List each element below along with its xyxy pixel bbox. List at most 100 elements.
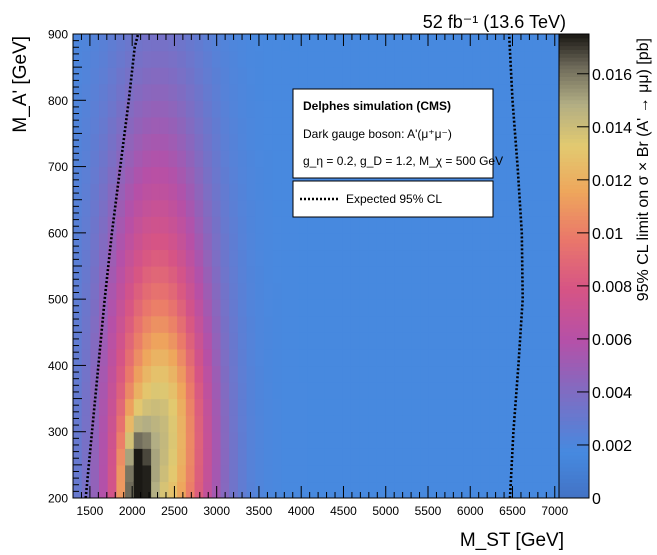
heatmap-cell [263, 481, 274, 498]
heatmap-cell [298, 216, 308, 234]
heatmap-cell [125, 282, 135, 300]
heatmap-cell [498, 216, 508, 234]
heatmap-cell [506, 133, 517, 151]
legend-header-box [292, 88, 494, 179]
heatmap-cell [194, 166, 204, 184]
heatmap-cell [177, 50, 187, 68]
heatmap-cell [73, 266, 83, 284]
heatmap-cell [142, 464, 152, 483]
heatmap-cell [324, 315, 334, 333]
heatmap-cell [81, 332, 91, 350]
heatmap-cell [263, 332, 274, 350]
heatmap-cell [116, 431, 126, 449]
heatmap-cell [220, 199, 230, 217]
colorbar-tick-label: 0.014 [592, 120, 632, 137]
heatmap-cell [107, 282, 117, 300]
heatmap-cell [428, 332, 439, 350]
heatmap-cell [342, 382, 352, 400]
heatmap-cell [289, 398, 300, 416]
heatmap-cell [316, 431, 326, 449]
heatmap-cell [255, 398, 265, 416]
heatmap-cell [272, 315, 282, 333]
heatmap-cell [168, 183, 178, 201]
heatmap-cell [99, 266, 109, 284]
heatmap-cell [506, 431, 517, 449]
y-tick-label: 300 [48, 425, 68, 439]
colorbar-segment [559, 219, 589, 224]
heatmap-cell [246, 299, 256, 317]
heatmap-cell [437, 50, 447, 68]
heatmap-cell [333, 282, 343, 300]
heatmap-cell [133, 100, 144, 118]
heatmap-cell [350, 481, 360, 498]
heatmap-cell [281, 398, 291, 416]
heatmap-cell [107, 365, 117, 383]
heatmap-cell [368, 431, 378, 449]
heatmap-cell [489, 216, 499, 234]
heatmap-cell [151, 150, 161, 168]
heatmap-cell [376, 249, 387, 267]
heatmap-cell [454, 348, 465, 367]
heatmap-cell [550, 133, 559, 151]
colorbar-segment [559, 223, 589, 228]
heatmap-cell [402, 481, 413, 498]
heatmap-cell [116, 299, 126, 317]
heatmap-cell [81, 100, 91, 118]
heatmap-cell [350, 464, 360, 483]
heatmap-cell [316, 315, 326, 333]
colorbar-segment [559, 308, 589, 313]
heatmap-cell [177, 348, 187, 367]
heatmap-cell [515, 232, 525, 251]
heatmap-cell [454, 34, 465, 52]
heatmap-cell [376, 282, 387, 300]
heatmap-cell [220, 398, 230, 416]
heatmap-cell [324, 266, 334, 284]
heatmap-cell [289, 448, 300, 466]
heatmap-cell [515, 431, 525, 449]
heatmap-cell [532, 266, 543, 284]
heatmap-cell [246, 365, 256, 383]
heatmap-cell [185, 50, 196, 68]
heatmap-cell [541, 382, 551, 400]
heatmap-cell [402, 249, 413, 267]
heatmap-cell [454, 249, 465, 267]
heatmap-cell [472, 448, 482, 466]
heatmap-cell [402, 216, 413, 234]
heatmap-cell [272, 365, 282, 383]
heatmap-cell [402, 315, 413, 333]
colorbar-tick-label: 0.008 [592, 279, 632, 296]
heatmap-cell [272, 50, 282, 68]
heatmap-cell [550, 398, 559, 416]
heatmap-cell [437, 266, 447, 284]
heatmap-cell [324, 382, 334, 400]
heatmap-cell [194, 315, 204, 333]
heatmap-cell [324, 415, 334, 433]
heatmap-cell [385, 348, 395, 367]
heatmap-cell [99, 299, 109, 317]
heatmap-cell [73, 332, 83, 350]
heatmap-cell [185, 315, 196, 333]
heatmap-cell [203, 67, 213, 85]
heatmap-cell [133, 415, 144, 433]
heatmap-cell [73, 67, 83, 85]
heatmap-cell [359, 464, 369, 483]
x-tick-label: 6000 [457, 504, 484, 518]
heatmap-cell [125, 464, 135, 483]
heatmap-cell [142, 332, 152, 350]
heatmap-cell [90, 199, 100, 217]
heatmap-cell [237, 415, 248, 433]
heatmap-cell [125, 100, 135, 118]
heatmap-cell [263, 348, 274, 367]
heatmap-cell [446, 398, 456, 416]
heatmap-cell [524, 67, 534, 85]
heatmap-cell [472, 464, 482, 483]
heatmap-cell [125, 150, 135, 168]
colorbar-segment [559, 339, 589, 344]
heatmap-cell [333, 382, 343, 400]
heatmap-cell [125, 116, 135, 135]
heatmap-cell [159, 266, 170, 284]
heatmap-cell [211, 150, 222, 168]
heatmap-cell [385, 382, 395, 400]
heatmap-cell [151, 382, 161, 400]
heatmap-cell [541, 266, 551, 284]
